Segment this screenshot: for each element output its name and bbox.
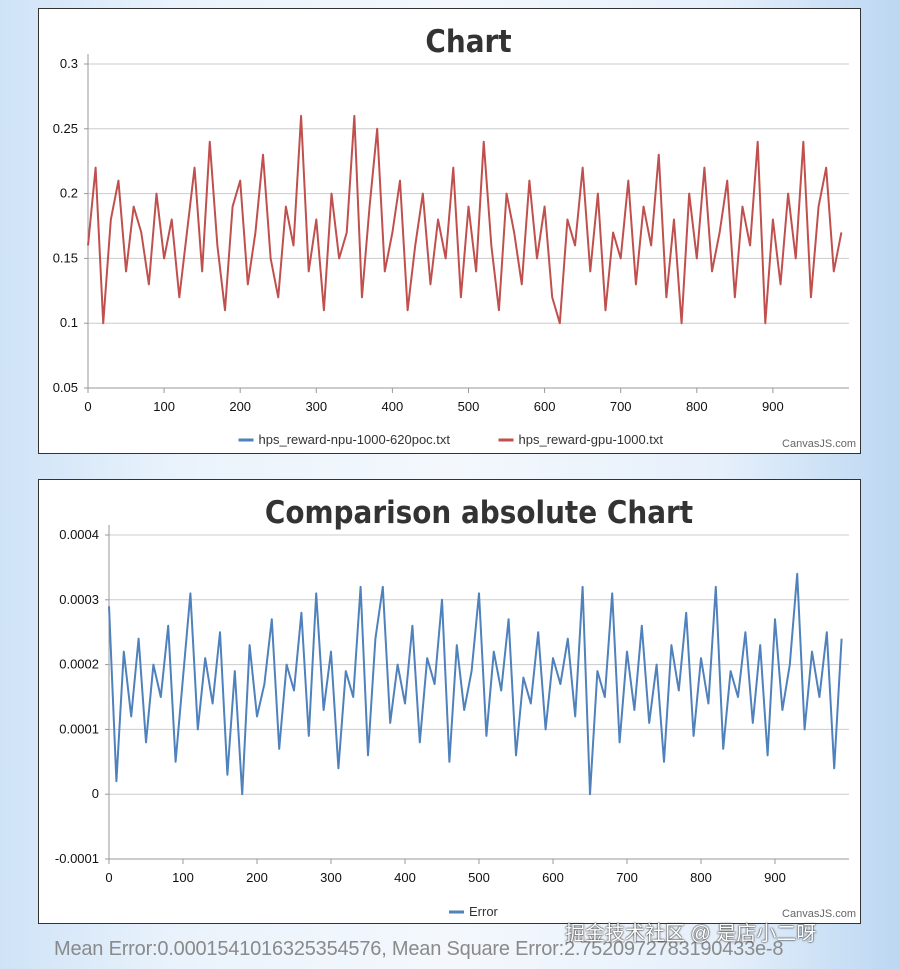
x-tick-label: 0 xyxy=(84,399,91,414)
x-tick-label: 400 xyxy=(382,399,404,414)
watermark: 掘金技术社区 @ 是店小二呀 xyxy=(565,923,817,945)
y-tick-label: -0.0001 xyxy=(55,851,99,866)
x-tick-label: 900 xyxy=(764,870,786,885)
series-line-0 xyxy=(108,572,843,796)
x-tick-label: 100 xyxy=(172,870,194,885)
legend-label[interactable]: hps_reward-gpu-1000.txt xyxy=(519,432,664,447)
x-tick-label: 0 xyxy=(105,870,112,885)
x-tick-label: 500 xyxy=(468,870,490,885)
x-tick-label: 600 xyxy=(534,399,556,414)
y-tick-label: 0.15 xyxy=(53,250,78,265)
x-tick-label: 200 xyxy=(229,399,251,414)
reward-chart: Chart 0.05 0.1 0.15 0.2 0.25 0.3 0 100 200 300 400 5… xyxy=(38,8,861,454)
y-tick-label: 0.0004 xyxy=(59,527,99,542)
y-tick-label: 0.3 xyxy=(60,56,78,71)
y-tick-label: 0.1 xyxy=(60,315,78,330)
x-tick-label: 800 xyxy=(690,870,712,885)
canvasjs-credit-link[interactable]: CanvasJS.com xyxy=(782,438,856,450)
y-tick-label: 0.05 xyxy=(53,380,78,395)
y-tick-label: 0.2 xyxy=(60,186,78,201)
x-tick-label: 300 xyxy=(305,399,327,414)
x-tick-label: 200 xyxy=(246,870,268,885)
x-tick-label: 700 xyxy=(610,399,632,414)
y-tick-label: 0.0003 xyxy=(59,592,99,607)
chart-title: Comparison absolute Chart xyxy=(265,495,693,531)
x-tick-label: 600 xyxy=(542,870,564,885)
y-tick-label: 0 xyxy=(92,786,99,801)
x-tick-label: 700 xyxy=(616,870,638,885)
legend-label[interactable]: hps_reward-npu-1000-620poc.txt xyxy=(259,432,451,447)
y-tick-label: 0.0001 xyxy=(59,721,99,736)
comparison-chart: Comparison absolute Chart -0.0001 0 0.0001 0… xyxy=(38,479,861,924)
x-tick-label: 300 xyxy=(320,870,342,885)
legend-label[interactable]: Error xyxy=(469,904,499,919)
comparison-chart-svg: Comparison absolute Chart -0.0001 0 0.0001 0… xyxy=(55,495,849,919)
reward-chart-svg: Chart 0.05 0.1 0.15 0.2 0.25 0.3 0 100 200 300 400 5… xyxy=(53,24,849,447)
x-tick-label: 500 xyxy=(458,399,480,414)
x-tick-label: 800 xyxy=(686,399,708,414)
y-tick-label: 0.0002 xyxy=(59,657,99,672)
x-tick-label: 900 xyxy=(762,399,784,414)
series-line-1 xyxy=(87,114,843,325)
chart-title: Chart xyxy=(425,24,511,60)
y-tick-label: 0.25 xyxy=(53,121,78,136)
canvasjs-credit-link[interactable]: CanvasJS.com xyxy=(782,908,856,920)
error-summary: Mean Error:0.0001541016325354576, Mean S… xyxy=(54,938,784,960)
x-tick-label: 100 xyxy=(153,399,175,414)
x-tick-label: 400 xyxy=(394,870,416,885)
